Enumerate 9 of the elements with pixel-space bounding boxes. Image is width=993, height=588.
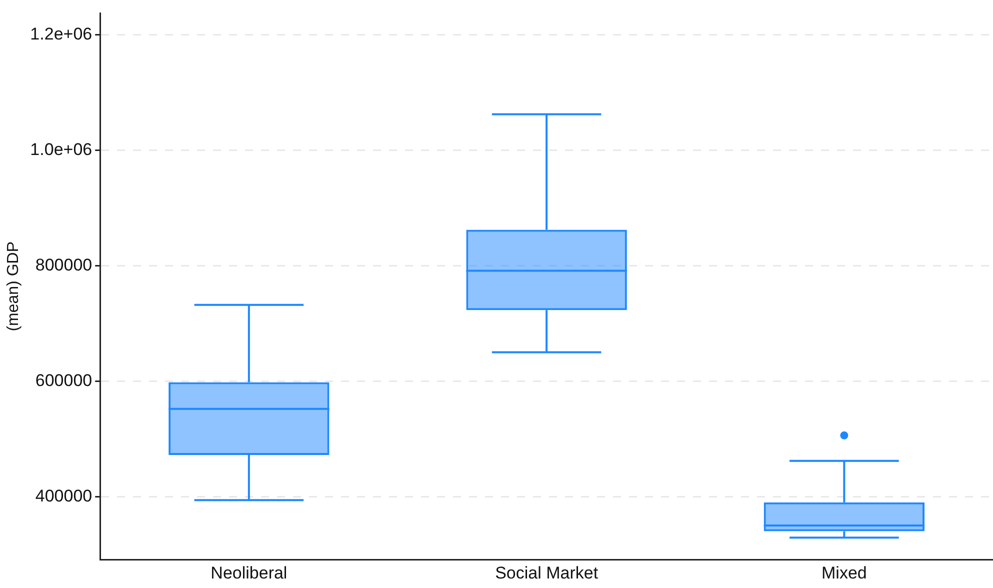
x-tick-label: Neoliberal [210, 563, 288, 582]
x-tick-label: Social Market [495, 563, 598, 582]
y-tick-label: 1.2e+06 [30, 24, 92, 44]
y-tick-label: 800000 [35, 255, 92, 274]
y-tick-label: 600000 [35, 370, 92, 390]
y-tick-label: 400000 [35, 486, 92, 506]
x-tick-label: Mixed [822, 563, 867, 582]
y-tick-label: 1.0e+06 [30, 140, 92, 159]
y-axis-title: (mean) GDP [5, 242, 22, 332]
